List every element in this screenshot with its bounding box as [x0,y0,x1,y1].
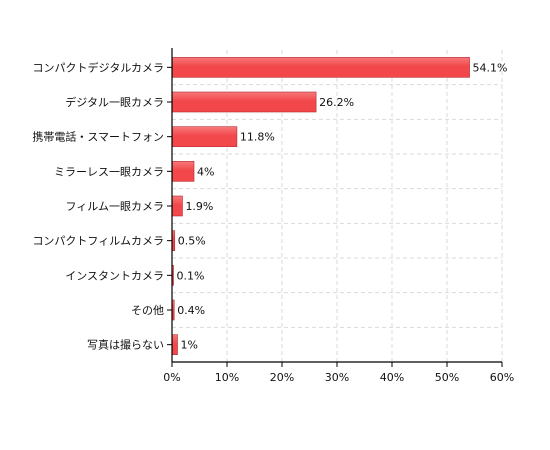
category-label-5: コンパクトフィルムカメラ [32,235,164,248]
category-label-1: デジタル一眼カメラ [65,95,164,109]
x-tick-label-20: 20% [270,371,294,384]
category-label-7: その他 [131,304,164,317]
value-label-4: 1.9% [185,200,213,213]
value-label-1: 26.2% [319,96,354,109]
value-label-3: 4% [197,165,214,178]
category-label-3: ミラーレス一眼カメラ [54,165,164,178]
labels: コンパクトデジタルカメラ 54.1% デジタル一眼カメラ 26.2% 携帯電話・スマート… [32,60,514,384]
x-tick-label-50: 50% [435,371,459,384]
bar-2 [171,126,238,147]
category-label-2: 携帯電話・スマートフォン [32,130,164,144]
x-tick-label-10: 10% [215,371,239,384]
value-label-2: 11.8% [240,131,275,144]
bar-0 [171,57,470,78]
x-tick-label-0: 0% [163,371,180,384]
bars [171,57,470,355]
value-label-6: 0.1% [177,269,205,282]
x-tick-label-60: 60% [490,371,514,384]
x-tick-label-40: 40% [380,371,404,384]
value-label-7: 0.4% [177,304,205,317]
value-label-5: 0.5% [178,235,206,248]
bar-8 [171,334,178,355]
bar-4 [171,195,183,217]
value-label-8: 1% [181,339,198,352]
bar-3 [171,161,195,182]
value-label-0: 54.1% [473,61,508,74]
x-tick-label-30: 30% [325,371,349,384]
category-label-0: コンパクトデジタルカメラ [33,60,164,74]
category-label-6: インスタントカメラ [65,269,164,282]
axes [167,48,503,367]
bar-1 [171,91,317,113]
category-label-8: 写真は撮らない [87,338,164,352]
gridlines [172,50,503,362]
category-label-4: フィルム一眼カメラ [65,200,164,213]
